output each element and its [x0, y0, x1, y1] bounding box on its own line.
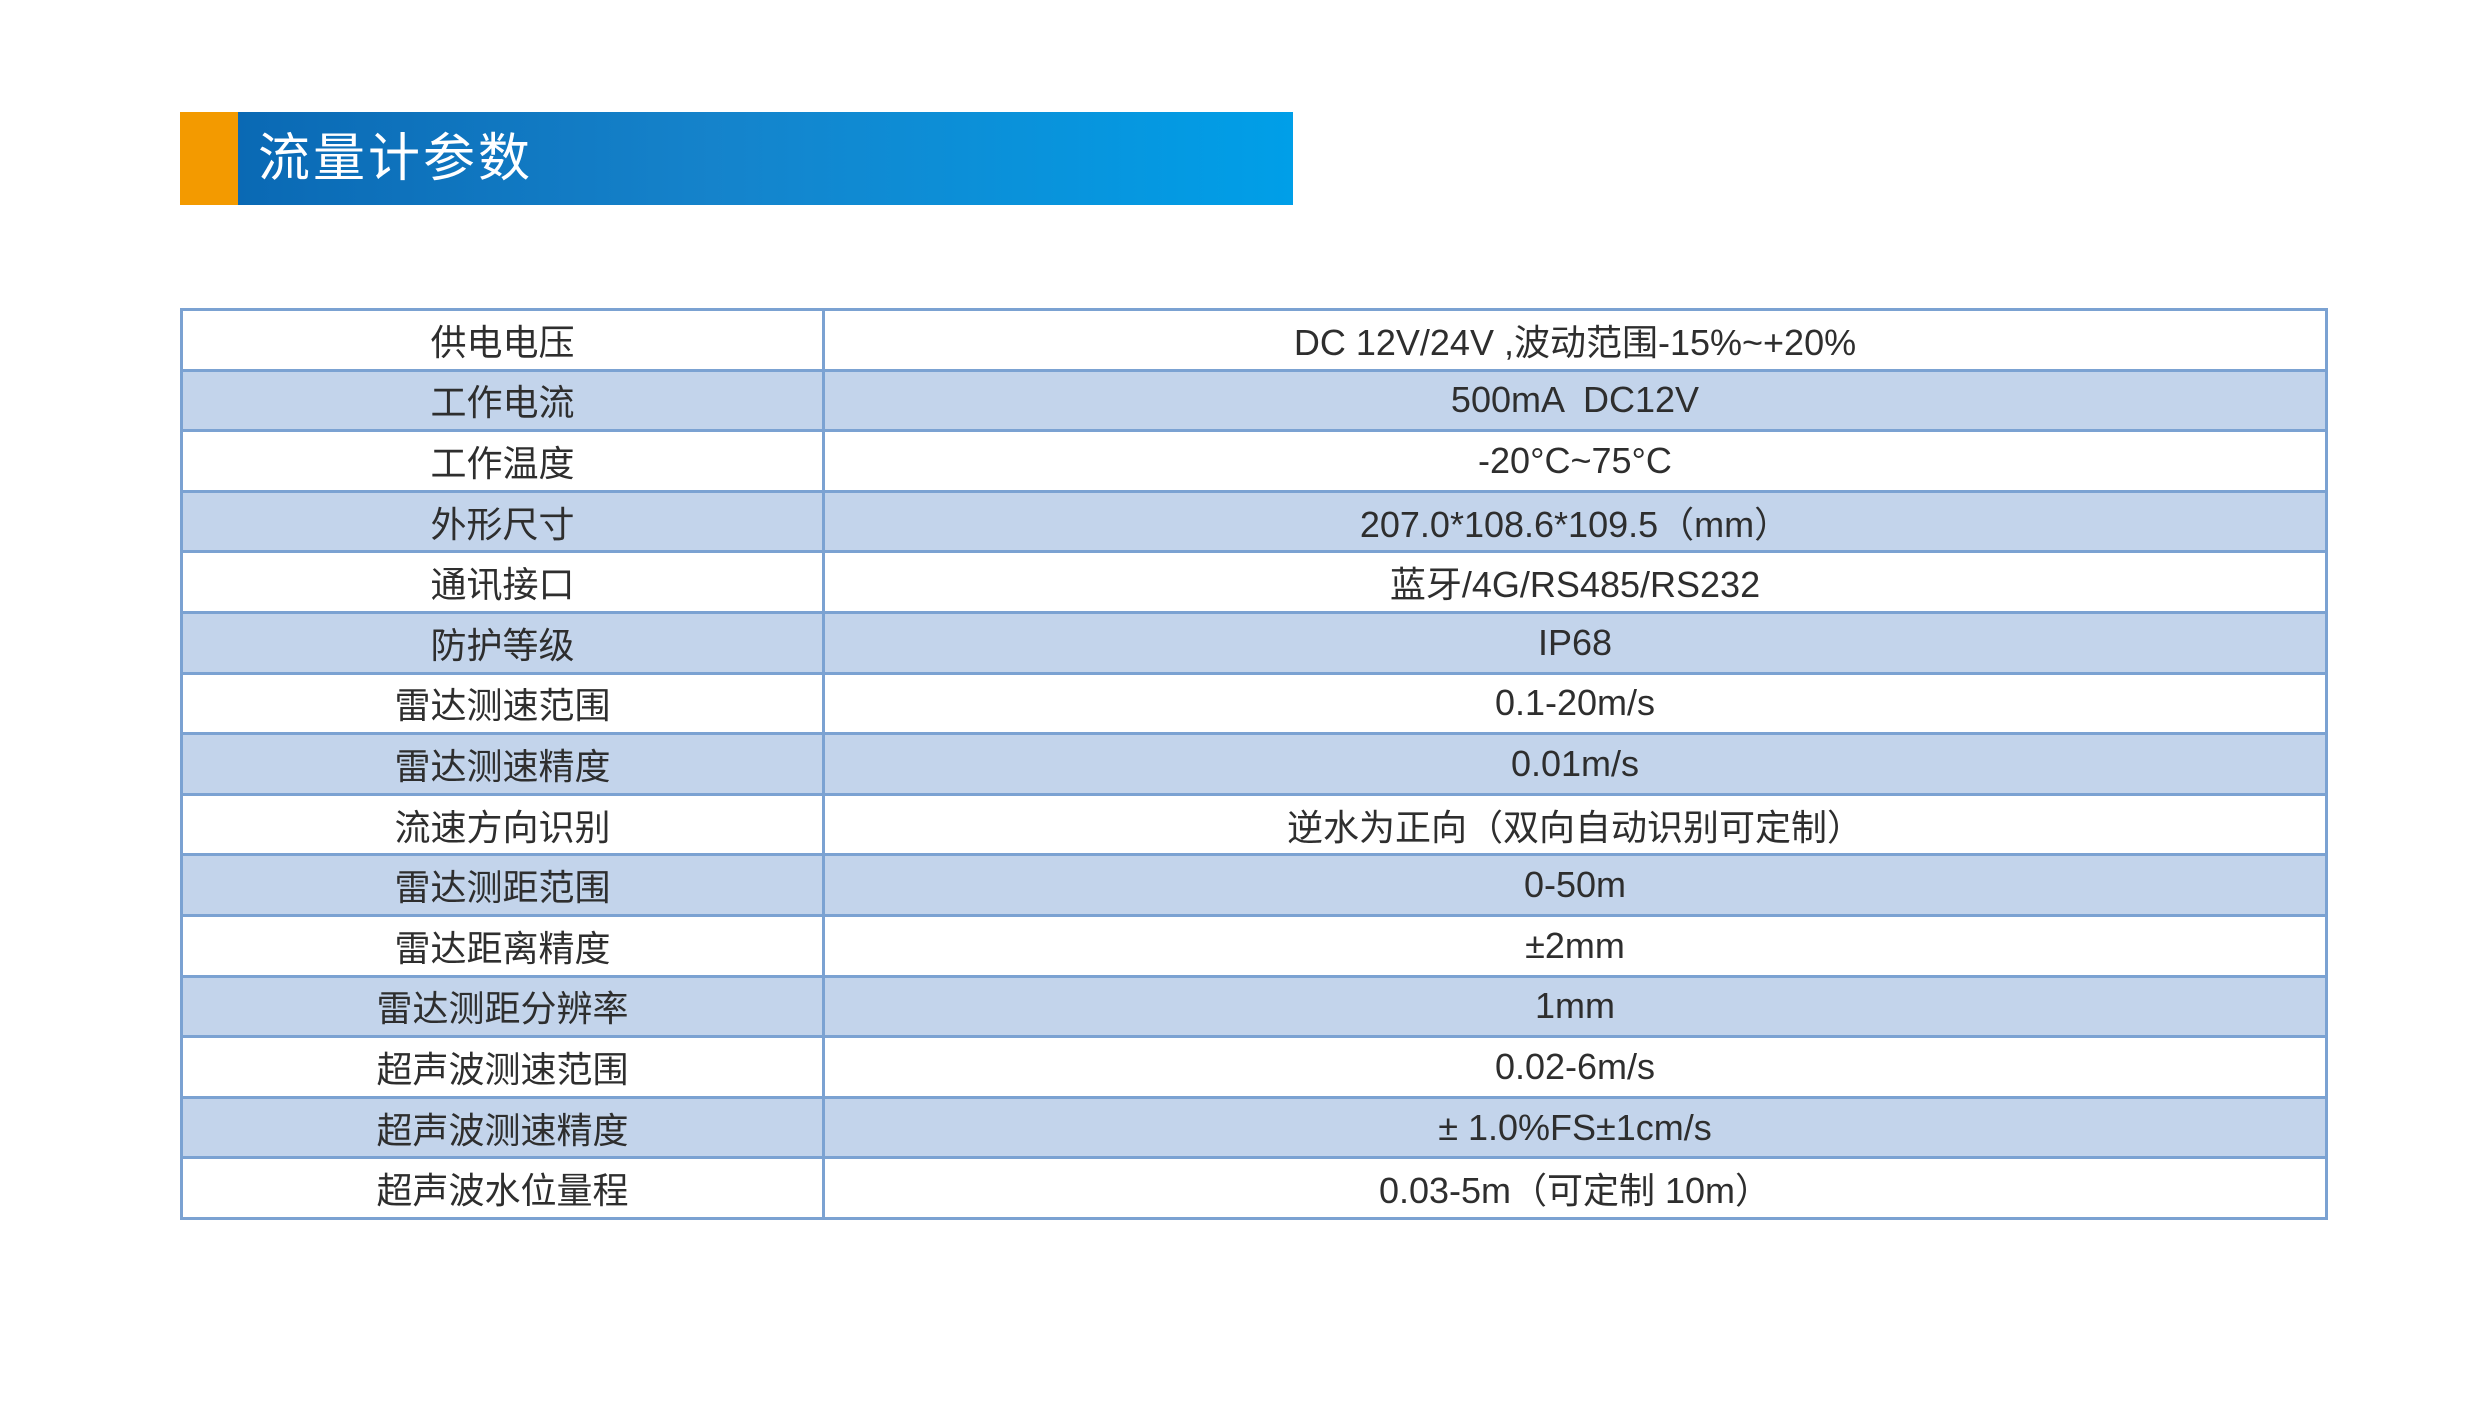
header-banner: 流量计参数: [180, 112, 1293, 205]
param-value-cell: ±2mm: [822, 913, 2328, 978]
param-value-cell: 1mm: [822, 974, 2328, 1039]
param-name-cell: 外形尺寸: [180, 489, 825, 554]
page-title: 流量计参数: [258, 129, 534, 188]
param-name-cell: 雷达距离精度: [180, 913, 825, 978]
table-row: 雷达测距范围 0-50m: [180, 853, 2328, 917]
param-name-cell: 超声波测速范围: [180, 1035, 825, 1099]
param-value-cell: 逆水为正向（双向自动识别可定制）: [822, 792, 2328, 857]
param-name-cell: 雷达测速精度: [180, 732, 825, 796]
table-row: 雷达测速范围 0.1-20m/s: [180, 671, 2328, 736]
table-row: 通讯接口 蓝牙/4G/RS485/RS232: [180, 550, 2328, 614]
table-row: 雷达测距分辨率 1mm: [180, 974, 2328, 1039]
table-row: 超声波测速范围 0.02-6m/s: [180, 1035, 2328, 1099]
orange-accent-block: [180, 112, 238, 205]
title-banner: 流量计参数: [238, 112, 1293, 205]
table-row: 雷达测速精度 0.01m/s: [180, 732, 2328, 796]
param-name-cell: 雷达测速范围: [180, 671, 825, 736]
table-row: 雷达距离精度 ±2mm: [180, 913, 2328, 978]
parameter-table: 供电电压 DC 12V/24V ,波动范围-15%~+20% 工作电流 500m…: [180, 308, 2328, 1220]
param-value-cell: 0.01m/s: [822, 732, 2328, 796]
parameter-table-container: 供电电压 DC 12V/24V ,波动范围-15%~+20% 工作电流 500m…: [180, 308, 2328, 1220]
param-name-cell: 供电电压: [180, 308, 825, 372]
param-value-cell: 0.1-20m/s: [822, 671, 2328, 736]
param-value-cell: 500mA DC12V: [822, 368, 2328, 433]
param-name-cell: 雷达测距范围: [180, 853, 825, 917]
param-value-cell: 蓝牙/4G/RS485/RS232: [822, 550, 2328, 614]
param-value-cell: ± 1.0%FS±1cm/s: [822, 1095, 2328, 1160]
table-row: 工作温度 -20°C~75°C: [180, 429, 2328, 493]
param-value-cell: 207.0*108.6*109.5（mm）: [822, 489, 2328, 554]
table-row: 工作电流 500mA DC12V: [180, 368, 2328, 433]
table-row: 供电电压 DC 12V/24V ,波动范围-15%~+20%: [180, 308, 2328, 372]
param-name-cell: 通讯接口: [180, 550, 825, 614]
table-row: 防护等级 IP68: [180, 610, 2328, 675]
table-row: 外形尺寸 207.0*108.6*109.5（mm）: [180, 489, 2328, 554]
table-row: 超声波测速精度 ± 1.0%FS±1cm/s: [180, 1095, 2328, 1160]
param-name-cell: 流速方向识别: [180, 792, 825, 857]
param-value-cell: 0.03-5m（可定制 10m）: [822, 1156, 2328, 1220]
param-value-cell: 0.02-6m/s: [822, 1035, 2328, 1099]
table-row: 流速方向识别 逆水为正向（双向自动识别可定制）: [180, 792, 2328, 857]
param-name-cell: 超声波水位量程: [180, 1156, 825, 1220]
param-name-cell: 工作电流: [180, 368, 825, 433]
param-name-cell: 工作温度: [180, 429, 825, 493]
param-name-cell: 超声波测速精度: [180, 1095, 825, 1160]
param-name-cell: 防护等级: [180, 610, 825, 675]
table-row: 超声波水位量程 0.03-5m（可定制 10m）: [180, 1156, 2328, 1220]
param-value-cell: -20°C~75°C: [822, 429, 2328, 493]
param-value-cell: IP68: [822, 610, 2328, 675]
param-value-cell: DC 12V/24V ,波动范围-15%~+20%: [822, 308, 2328, 372]
param-value-cell: 0-50m: [822, 853, 2328, 917]
param-name-cell: 雷达测距分辨率: [180, 974, 825, 1039]
